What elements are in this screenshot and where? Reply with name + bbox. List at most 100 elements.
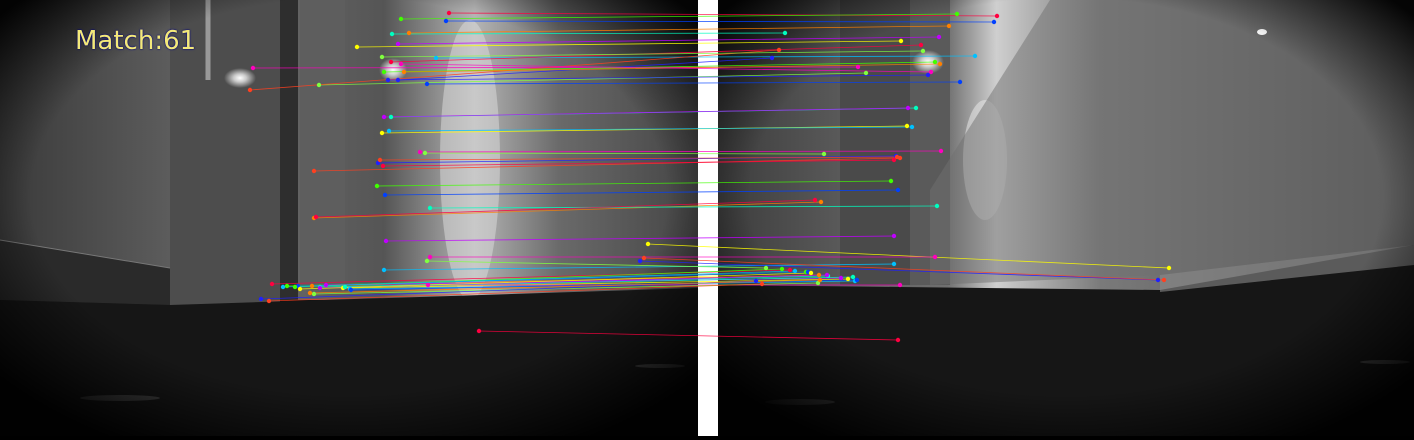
right-keypoint [812,197,818,203]
right-keypoint [991,19,997,25]
left-keypoint [342,284,348,290]
left-keypoint [309,283,315,289]
right-keypoint [904,123,910,129]
right-keypoint [808,270,814,276]
right-keypoint [897,282,903,288]
left-keypoint [379,54,385,60]
right-keypoint [905,105,911,111]
right-keypoint [913,105,919,111]
match-line [426,81,961,85]
match-line [419,150,942,153]
match-line [384,189,899,196]
left-keypoint [381,114,387,120]
match-line [382,159,895,167]
right-keypoint [818,199,824,205]
match-line [424,152,825,155]
left-keypoint [425,282,431,288]
right-keypoint [946,23,952,29]
left-keypoint [398,16,404,22]
match-line [408,25,950,34]
right-keypoint [957,79,963,85]
match-line [478,330,899,341]
match-line [388,126,913,132]
right-keypoint [972,53,978,59]
right-keypoint [934,203,940,209]
left-keypoint [641,255,647,261]
match-line [350,279,858,291]
match-line [647,243,1170,269]
match-count-label: Match:61 [75,26,197,56]
match-line [391,32,786,35]
right-keypoint [1155,277,1161,283]
match-line [643,257,1165,281]
right-keypoint [787,267,793,273]
right-camera-image [718,0,1414,436]
right-keypoint [895,187,901,193]
right-keypoint [1166,265,1172,271]
left-keypoint [313,214,319,220]
match-line [397,36,940,45]
left-keypoint [383,238,389,244]
right-keypoint [925,72,931,78]
right-keypoint [932,59,938,65]
left-keypoint [395,77,401,83]
left-keypoint [348,287,354,293]
match-line [271,269,791,285]
left-keypoint [381,267,387,273]
right-keypoint [779,266,785,272]
right-keypoint [898,38,904,44]
left-keypoint [374,183,380,189]
right-keypoint [855,64,861,70]
right-keypoint [932,254,938,260]
left-keypoint [247,87,253,93]
left-keypoint [417,149,423,155]
right-keypoint [838,275,844,281]
match-line [400,13,958,20]
match-line [381,125,908,134]
right-keypoint [894,154,900,160]
right-keypoint [782,30,788,36]
left-keypoint [424,81,430,87]
left-keypoint [377,157,383,163]
right-keypoint [895,337,901,343]
left-keypoint [258,296,264,302]
right-keypoint [920,48,926,54]
match-line [282,270,796,288]
right-keypoint [891,261,897,267]
left-keypoint [395,41,401,47]
right-keypoint [792,268,798,274]
left-keypoint [382,192,388,198]
right-keypoint [909,124,915,130]
left-keypoint [380,163,386,169]
left-keypoint [645,241,651,247]
left-keypoint [379,130,385,136]
left-keypoint [637,258,643,264]
match-line [445,20,995,23]
right-keypoint [776,47,782,53]
left-keypoint [427,205,433,211]
match-line [387,74,929,81]
right-keypoint [769,55,775,61]
match-line [390,44,922,63]
right-keypoint [954,11,960,17]
right-keypoint [850,274,856,280]
image-separator [698,0,718,436]
match-line [313,157,901,172]
left-keypoint [385,77,391,83]
match-line [318,72,867,86]
left-keypoint [386,128,392,134]
right-keypoint [936,34,942,40]
right-keypoint [824,272,830,278]
match-line [448,12,998,17]
right-keypoint [854,277,860,283]
match-line [383,107,909,118]
left-keypoint [269,281,275,287]
left-keypoint [354,44,360,50]
right-keypoint [888,178,894,184]
left-keypoint [311,291,317,297]
left-keypoint [307,290,313,296]
match-line [426,260,767,269]
right-keypoint [821,151,827,157]
right-keypoint [845,276,851,282]
